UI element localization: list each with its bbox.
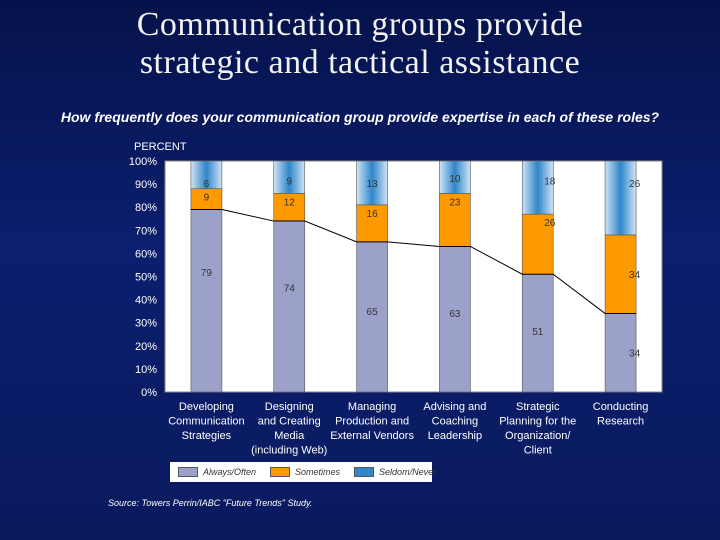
source-note: Source: Towers Perrin/IABC "Future Trend… xyxy=(108,498,313,508)
bar-always-often xyxy=(439,246,471,393)
y-tick-label: 50% xyxy=(135,272,157,284)
value-label-always-often: 63 xyxy=(449,309,461,320)
bar-seldom-never xyxy=(439,160,471,194)
value-label-seldom-never: 10 xyxy=(449,174,461,185)
value-label-sometimes: 16 xyxy=(367,209,379,220)
always-often-trend-line xyxy=(190,209,637,314)
x-tick-label: Communication xyxy=(168,416,244,428)
y-tick-label: 80% xyxy=(135,202,157,214)
value-label-sometimes: 34 xyxy=(629,270,641,281)
x-tick-label: Research xyxy=(597,416,644,428)
y-tick-label: 0% xyxy=(141,387,157,399)
y-tick-label: 70% xyxy=(135,225,157,237)
legend-item-sometimes: Sometimes xyxy=(270,467,340,477)
bar-always-often xyxy=(273,220,306,393)
value-label-sometimes: 26 xyxy=(544,218,556,229)
legend-label-sometimes: Sometimes xyxy=(295,467,341,477)
chart-legend: Always/Often Sometimes Seldom/Never xyxy=(170,462,436,482)
value-label-sometimes: 23 xyxy=(449,197,461,208)
legend-swatch-sometimes xyxy=(270,467,291,477)
x-tick-label: Developing xyxy=(179,401,234,413)
bar-seldom-never xyxy=(190,160,223,190)
x-tick-label: Coaching xyxy=(432,416,478,428)
value-label-always-often: 51 xyxy=(532,327,544,338)
title-line-2: strategic and tactical assistance xyxy=(139,44,581,81)
legend-label-always-often: Always/Often xyxy=(203,467,257,477)
bar-seldom-never xyxy=(273,160,306,194)
bar-sometimes xyxy=(521,213,554,275)
x-tick-label: (including Web) xyxy=(251,445,327,457)
x-tick-label: Leadership xyxy=(428,430,482,442)
x-tick-label: Production and xyxy=(335,416,409,428)
bar-always-often xyxy=(521,273,554,393)
bar-sometimes xyxy=(273,193,306,222)
bar-seldom-never xyxy=(521,160,554,215)
x-tick-label: Designing xyxy=(265,401,314,413)
x-tick-label: Media xyxy=(274,430,305,442)
legend-swatch-seldom-never xyxy=(354,467,375,477)
bar-always-often xyxy=(356,241,388,393)
x-tick-label: External Vendors xyxy=(330,430,414,442)
value-label-always-often: 65 xyxy=(367,307,379,318)
y-tick-label: 10% xyxy=(135,364,157,376)
x-tick-label: Organization/ xyxy=(505,430,571,442)
title-line-1: Communication groups provide xyxy=(136,6,584,43)
y-axis-title: PERCENT xyxy=(134,141,187,153)
value-label-sometimes: 9 xyxy=(204,193,210,204)
value-label-always-often: 79 xyxy=(201,268,213,279)
y-tick-label: 20% xyxy=(135,341,157,353)
x-tick-label: Advising and xyxy=(423,401,486,413)
x-tick-label: and Creating xyxy=(258,416,321,428)
bar-seldom-never xyxy=(356,160,388,206)
slide-title: Communication groups provide strategic a… xyxy=(0,6,720,82)
bar-always-often xyxy=(190,209,223,393)
bar-always-often xyxy=(604,313,637,393)
x-tick-label: Planning for the xyxy=(499,416,576,428)
chart-question: How frequently does your communication g… xyxy=(60,109,660,125)
bar-seldom-never xyxy=(604,160,637,236)
legend-item-seldom-never: Seldom/Never xyxy=(354,467,436,477)
y-tick-label: 90% xyxy=(135,179,157,191)
y-tick-label: 100% xyxy=(129,156,157,168)
value-label-seldom-never: 26 xyxy=(629,179,641,190)
value-label-seldom-never: 9 xyxy=(286,177,292,188)
x-tick-label: Managing xyxy=(348,401,396,413)
y-tick-label: 60% xyxy=(135,248,157,260)
value-label-seldom-never: 6 xyxy=(204,179,210,190)
value-label-always-often: 34 xyxy=(629,349,641,360)
x-tick-label: Strategic xyxy=(516,401,560,413)
legend-item-always-often: Always/Often xyxy=(178,467,256,477)
y-tick-label: 30% xyxy=(135,318,157,330)
plot-area xyxy=(164,160,663,393)
x-tick-label: Strategies xyxy=(182,430,232,442)
y-tick-label: 40% xyxy=(135,295,157,307)
value-label-seldom-never: 18 xyxy=(544,177,556,188)
x-tick-label: Conducting xyxy=(593,401,649,413)
x-tick-label: Client xyxy=(524,445,552,457)
value-label-sometimes: 12 xyxy=(284,197,296,208)
value-label-seldom-never: 13 xyxy=(367,179,379,190)
legend-swatch-always-often xyxy=(178,467,198,477)
value-label-always-often: 74 xyxy=(284,284,296,295)
legend-label-seldom-never: Seldom/Never xyxy=(379,467,437,477)
